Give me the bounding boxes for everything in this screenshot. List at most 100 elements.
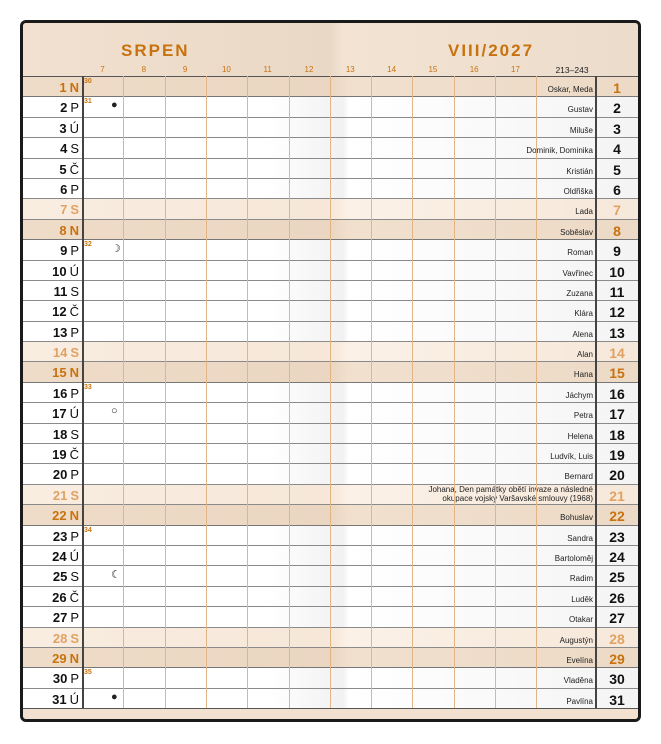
day-number-right: 6 bbox=[613, 181, 621, 198]
weekday: P bbox=[70, 385, 79, 401]
divider bbox=[82, 76, 84, 708]
weekday: Ú bbox=[69, 263, 79, 279]
weekday: Ú bbox=[69, 548, 79, 564]
hour-label: 15 bbox=[428, 65, 438, 74]
day-label: 11 S bbox=[23, 284, 79, 299]
day-number: 29 bbox=[52, 650, 67, 666]
hour-line bbox=[164, 76, 166, 708]
new-moon-icon: ● bbox=[111, 99, 118, 112]
day-number: 16 bbox=[52, 385, 68, 401]
weekday: Č bbox=[69, 589, 79, 605]
weekday: S bbox=[70, 345, 79, 361]
name-day: Pavlína bbox=[566, 696, 593, 706]
day-label: 28 S bbox=[23, 631, 79, 646]
day-number-right: 19 bbox=[609, 447, 625, 464]
weekday: Č bbox=[69, 304, 79, 320]
hour-label: 7 bbox=[100, 65, 105, 74]
day-number: 11 bbox=[53, 283, 68, 299]
weekday: P bbox=[70, 467, 79, 483]
hour-label: 8 bbox=[141, 65, 147, 74]
day-label: 12 Č bbox=[23, 304, 79, 319]
name-day: Jáchym bbox=[565, 390, 593, 400]
day-number-right: 9 bbox=[613, 243, 621, 260]
name-day: Gustav bbox=[567, 105, 593, 115]
day-label: 19 Č bbox=[23, 447, 79, 462]
day-label: 20 P bbox=[23, 467, 79, 482]
hour-label: 14 bbox=[387, 65, 397, 74]
hour-line bbox=[123, 76, 125, 708]
day-number: 28 bbox=[52, 630, 68, 646]
day-number: 6 bbox=[60, 181, 68, 197]
name-day: Vavřinec bbox=[562, 268, 593, 278]
day-number-right: 2 bbox=[613, 100, 621, 117]
day-number-right: 3 bbox=[613, 120, 621, 137]
name-day: Alan bbox=[576, 350, 593, 360]
day-label: 15 N bbox=[23, 365, 79, 380]
hour-label: 13 bbox=[345, 65, 355, 74]
name-day: Zuzana bbox=[566, 288, 593, 298]
day-number: 13 bbox=[52, 324, 68, 340]
hour-line bbox=[205, 76, 207, 708]
name-day-line: okupace vojsky Varšavské smlouvy (1968) bbox=[442, 493, 593, 503]
name-day: Bartoloměj bbox=[554, 553, 593, 563]
day-label: 13 P bbox=[23, 325, 79, 340]
weekday: P bbox=[70, 100, 79, 116]
weekday: P bbox=[70, 528, 79, 544]
weekday: S bbox=[70, 141, 79, 157]
day-label: 16 P bbox=[23, 386, 79, 401]
hour-label: 17 bbox=[511, 65, 520, 74]
name-day: Ludvík, Luis bbox=[550, 452, 593, 462]
name-day-line: Johana, Den památky obětí invaze a násle… bbox=[428, 484, 593, 494]
day-number-right: 5 bbox=[613, 161, 621, 178]
day-number: 23 bbox=[52, 528, 68, 544]
hour-label: 9 bbox=[182, 65, 188, 74]
day-label: 29 N bbox=[23, 651, 79, 666]
day-number: 18 bbox=[52, 426, 68, 442]
hour-line bbox=[371, 76, 373, 708]
day-label: 14 S bbox=[23, 345, 79, 360]
name-day: Helena bbox=[567, 431, 593, 441]
day-rows: 1 N 30 Oskar, Meda 1 2 P 31 ● Gustav 2 3 Ú Miluše 3 4 S D… bbox=[23, 76, 638, 710]
weekday: N bbox=[69, 650, 79, 666]
name-day: Bohuslav bbox=[560, 513, 593, 523]
hour-label: 11 bbox=[263, 65, 272, 74]
week-number: 31 bbox=[84, 98, 92, 106]
weekday: P bbox=[70, 243, 79, 259]
day-number-right: 8 bbox=[613, 222, 621, 239]
day-number-right: 29 bbox=[609, 650, 625, 667]
day-number: 27 bbox=[52, 610, 68, 626]
day-label: 23 P bbox=[23, 529, 79, 544]
day-label: 27 P bbox=[23, 610, 79, 625]
day-number-right: 11 bbox=[609, 283, 625, 300]
day-number: 4 bbox=[60, 141, 68, 157]
day-number: 31 bbox=[52, 691, 67, 707]
weekday: Ú bbox=[69, 691, 79, 707]
name-day: Roman bbox=[567, 248, 593, 258]
day-label: 30 P bbox=[23, 671, 79, 686]
day-number-right: 14 bbox=[609, 345, 625, 362]
weekday: P bbox=[70, 671, 79, 687]
day-label: 26 Č bbox=[23, 590, 79, 605]
day-label: 18 S bbox=[23, 427, 79, 442]
day-number: 2 bbox=[60, 100, 68, 116]
name-day: Dominik, Dominika bbox=[526, 146, 593, 156]
footer-strip bbox=[23, 708, 638, 719]
week-number: 32 bbox=[84, 241, 92, 249]
day-number: 19 bbox=[52, 447, 67, 463]
day-number-right: 31 bbox=[609, 691, 625, 708]
day-number: 25 bbox=[52, 569, 68, 585]
day-label: 22 N bbox=[23, 508, 79, 523]
day-number-right: 15 bbox=[609, 365, 625, 382]
day-number: 17 bbox=[52, 406, 67, 422]
weekday: Č bbox=[69, 447, 79, 463]
day-number-right: 21 bbox=[609, 487, 625, 504]
name-day: Kristián bbox=[566, 166, 593, 176]
last-quarter-icon: ☾ bbox=[111, 569, 121, 582]
day-number: 21 bbox=[52, 487, 68, 503]
weekday: Č bbox=[69, 161, 79, 177]
day-number-right: 1 bbox=[613, 80, 621, 96]
